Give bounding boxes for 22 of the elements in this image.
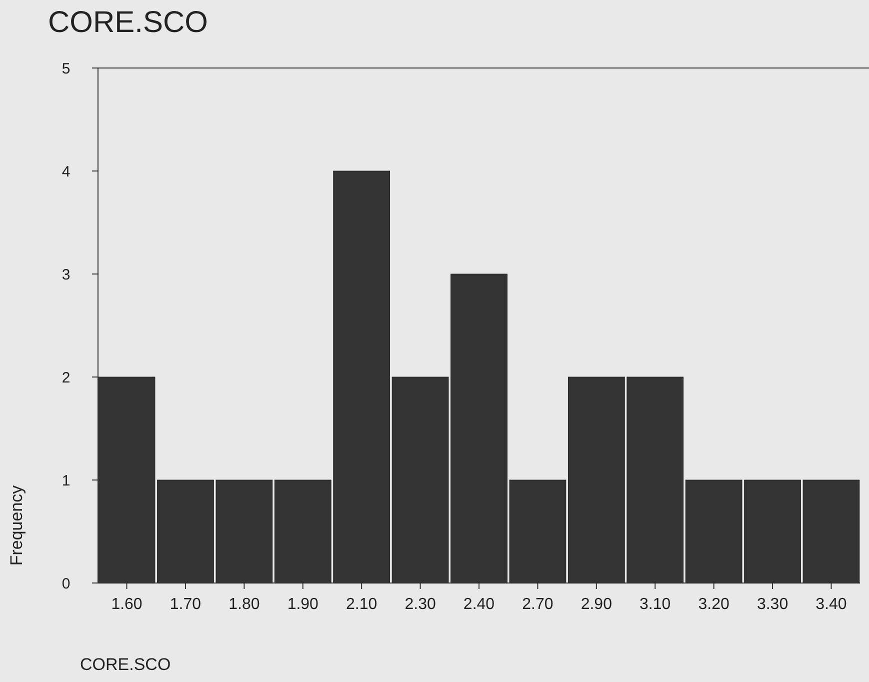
x-tick-label: 3.10: [640, 596, 671, 613]
y-tick-label: 1: [62, 472, 70, 490]
y-axis-title: Frequency: [7, 484, 26, 566]
y-tick-label: 0: [62, 575, 70, 592]
y-tick-label: 4: [62, 163, 70, 180]
x-tick-label: 1.90: [287, 596, 319, 613]
y-tick-label: 3: [62, 266, 70, 284]
x-tick-label: 1.80: [228, 596, 260, 613]
x-tick-label: 1.70: [170, 596, 202, 613]
y-tick-label: 2: [62, 369, 70, 386]
chart-title: CORE.SCO: [48, 6, 208, 39]
x-tick-label: 2.30: [404, 596, 436, 613]
x-tick-label: 2.10: [346, 596, 378, 613]
x-tick-label: 2.90: [580, 596, 612, 613]
x-tick-label: 2.40: [463, 596, 495, 613]
x-tick-label: 3.40: [816, 596, 847, 613]
x-tick-label: 1.60: [111, 596, 142, 613]
x-tick-label: 3.30: [756, 596, 788, 613]
x-tick-label: 2.70: [522, 596, 554, 613]
x-tick-label: 3.20: [698, 596, 730, 613]
y-tick-label: 5: [62, 60, 70, 78]
x-axis-title: CORE.SCO: [80, 655, 171, 674]
